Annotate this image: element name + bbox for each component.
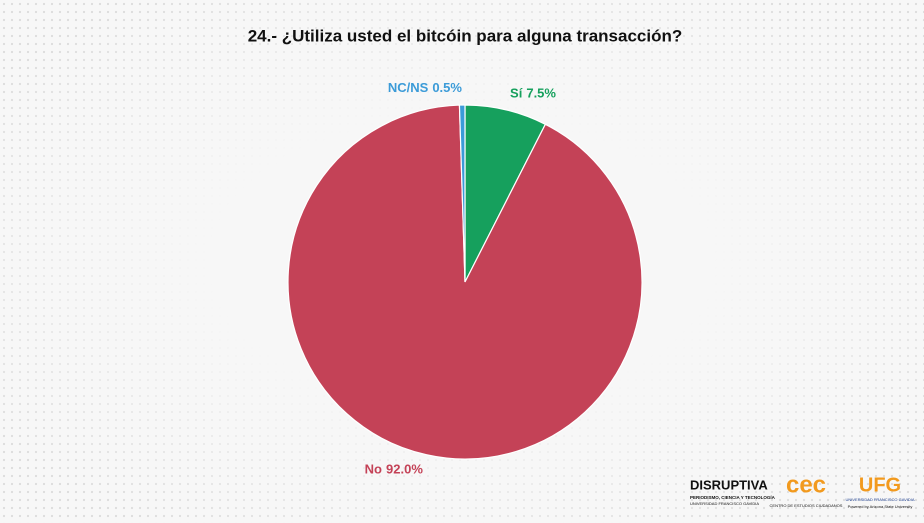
logos: DISRUPTIVA PERIODISMO, CIENCIA Y TECNOLO… bbox=[690, 471, 915, 509]
logo-ufg: UFG bbox=[859, 474, 901, 496]
logo-text: UNIVERSIDAD FRANCISCO GAVIDIA bbox=[845, 497, 914, 502]
logo-text: CENTRO DE ESTUDIOS CIUDADANOS bbox=[770, 503, 843, 508]
pie: Sí 7.5% No 92.0% NC/NS 0.5% bbox=[287, 80, 643, 477]
label-category: No bbox=[365, 462, 382, 477]
pie-slice bbox=[458, 104, 466, 283]
label-category: Sí bbox=[510, 86, 523, 101]
label-category: NC/NS bbox=[388, 80, 429, 95]
label-value: 7.5% bbox=[526, 86, 556, 101]
data-label: NC/NS 0.5% bbox=[388, 80, 463, 95]
logo-cec: cec bbox=[786, 471, 826, 498]
label-value: 0.5% bbox=[432, 80, 462, 95]
data-label: Sí 7.5% bbox=[510, 86, 556, 101]
logo-text: Powered by Arizona State University bbox=[848, 504, 913, 509]
pie-slice bbox=[287, 104, 643, 460]
label-value: 92.0% bbox=[386, 462, 423, 477]
data-label: No 92.0% bbox=[365, 462, 424, 477]
chart-title: 24.- ¿Utiliza usted el bitcóin para algu… bbox=[248, 26, 683, 45]
logo-disruptiva: DISRUPTIVA bbox=[690, 477, 768, 492]
logo-text: UNIVERSIDAD FRANCISCO GAVIDIA bbox=[690, 501, 759, 506]
logo-text: PERIODISMO, CIENCIA Y TECNOLOGÍA bbox=[690, 493, 776, 500]
